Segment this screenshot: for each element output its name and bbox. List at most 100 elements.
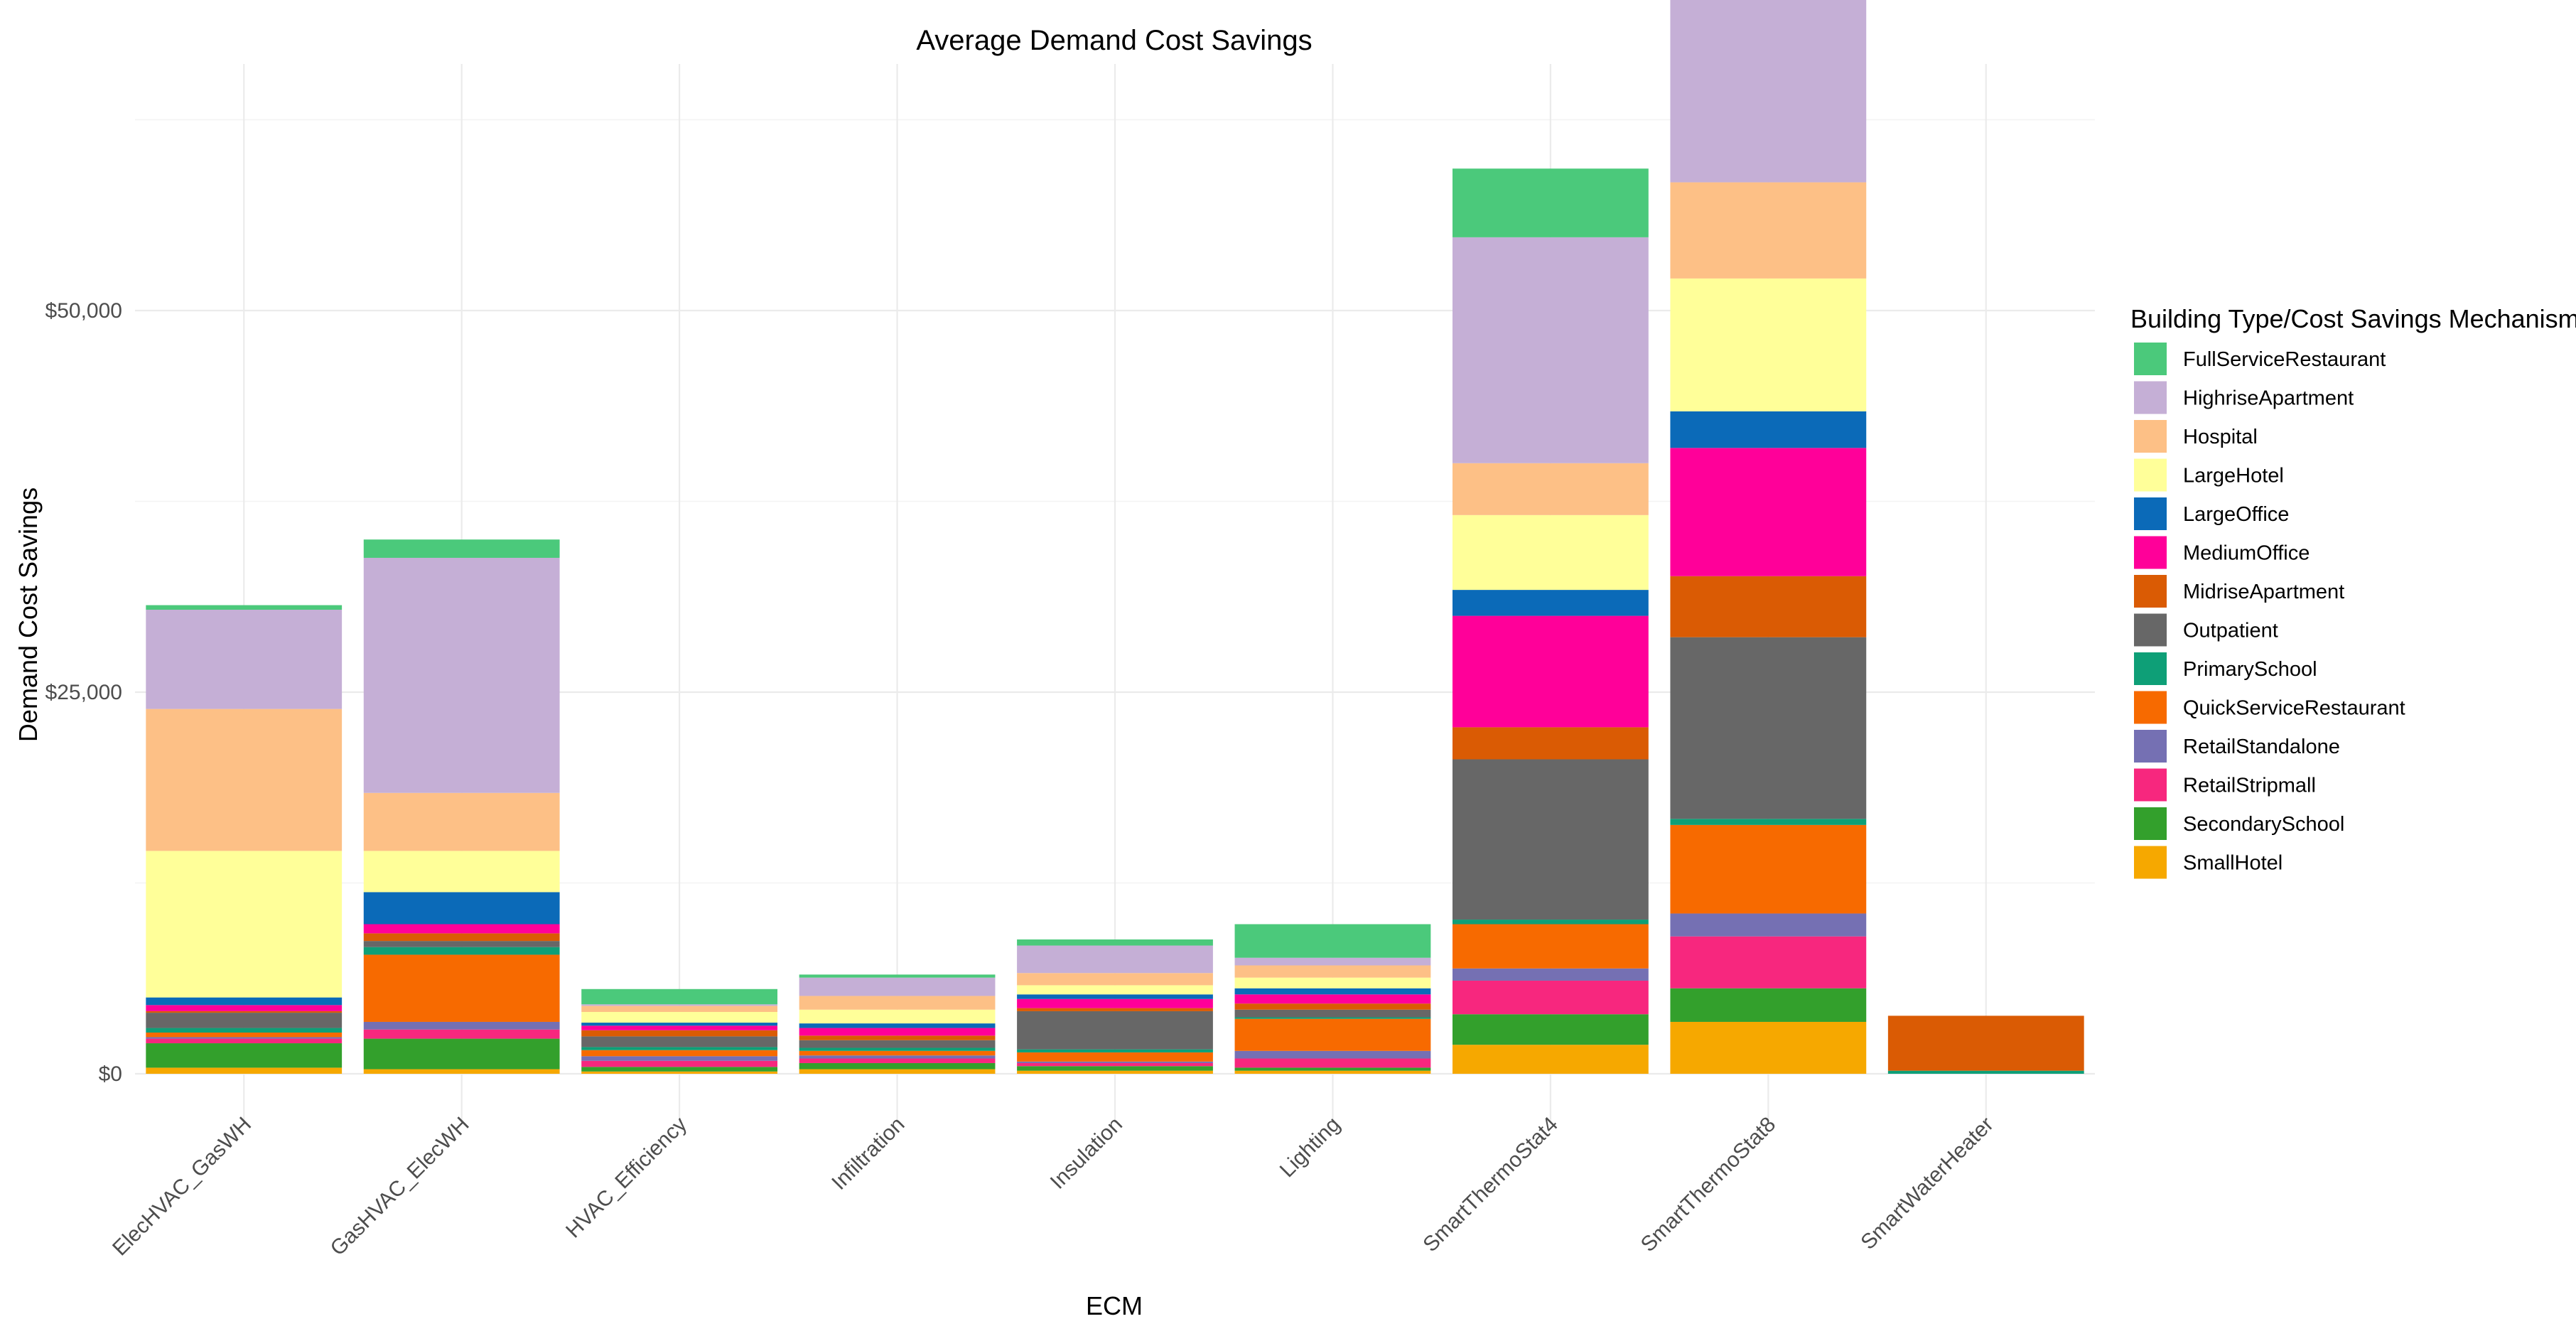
bar-segment-fullservicerestaurant bbox=[146, 605, 343, 610]
legend-label: Outpatient bbox=[2183, 620, 2278, 642]
bar-segment-outpatient bbox=[1452, 759, 1649, 920]
legend-label: SecondarySchool bbox=[2183, 813, 2344, 836]
legend-swatch bbox=[2134, 536, 2167, 569]
bar-segment-mediumoffice bbox=[146, 1005, 343, 1011]
legend-item-retailstandalone: RetailStandalone bbox=[2134, 730, 2340, 763]
bar-segment-midriseapartment bbox=[581, 1030, 778, 1037]
legend-label: SmallHotel bbox=[2183, 852, 2283, 875]
bar-segment-largeoffice bbox=[1017, 994, 1213, 999]
bar-segment-secondaryschool bbox=[1452, 1014, 1649, 1045]
bar-segment-outpatient bbox=[581, 1036, 778, 1047]
legend-label: LargeOffice bbox=[2183, 503, 2289, 526]
bar-segment-largeoffice bbox=[1452, 590, 1649, 616]
legend-label: RetailStripmall bbox=[2183, 775, 2316, 797]
bar-segment-secondaryschool bbox=[581, 1067, 778, 1072]
bar-segment-fullservicerestaurant bbox=[799, 974, 996, 978]
bar-segment-smallhotel bbox=[1017, 1070, 1213, 1074]
bar-segment-smallhotel bbox=[363, 1069, 560, 1074]
bar-segment-retailstripmall bbox=[799, 1058, 996, 1063]
bar-stack-gashvac-elecwh bbox=[363, 539, 560, 1074]
bar-segment-midriseapartment bbox=[1452, 727, 1649, 760]
legend-item-midriseapartment: MidriseApartment bbox=[2134, 575, 2344, 608]
legend-item-outpatient: Outpatient bbox=[2134, 613, 2278, 647]
bar-segment-outpatient bbox=[799, 1040, 996, 1048]
bar-segment-largehotel bbox=[146, 851, 343, 998]
bar-segment-hospital bbox=[363, 792, 560, 851]
legend-label: RetailStandalone bbox=[2183, 736, 2340, 758]
bar-segment-fullservicerestaurant bbox=[363, 539, 560, 558]
bar-segment-smallhotel bbox=[1670, 1021, 1867, 1074]
legend-swatch bbox=[2134, 458, 2167, 492]
bar-segment-midriseapartment bbox=[1670, 576, 1867, 637]
bar-stack-smartthermostat8 bbox=[1670, 0, 1867, 1074]
bar-segment-fullservicerestaurant bbox=[1452, 168, 1649, 237]
bar-segment-mediumoffice bbox=[1234, 994, 1431, 1004]
bar-segment-secondaryschool bbox=[799, 1062, 996, 1070]
bar-segment-mediumoffice bbox=[1452, 615, 1649, 728]
bar-segment-outpatient bbox=[363, 941, 560, 947]
legend-item-largehotel: LargeHotel bbox=[2134, 458, 2284, 492]
bar-segment-outpatient bbox=[1017, 1011, 1213, 1050]
legend-swatch bbox=[2134, 846, 2167, 879]
legend-swatch bbox=[2134, 497, 2167, 530]
x-tick-label: SmartThermoStat4 bbox=[1418, 1113, 1563, 1257]
bar-segment-largehotel bbox=[581, 1012, 778, 1023]
y-axis-ticks: $0$25,000$50,000$75,000 bbox=[45, 299, 122, 1086]
bar-segment-hospital bbox=[1452, 463, 1649, 515]
bar-segment-highriseapartment bbox=[799, 977, 996, 996]
bar-segment-fullservicerestaurant bbox=[1234, 924, 1431, 958]
x-tick-label: Infiltration bbox=[827, 1113, 909, 1195]
legend-item-largeoffice: LargeOffice bbox=[2134, 497, 2289, 530]
x-tick-label: HVAC_Efficiency bbox=[561, 1113, 691, 1243]
x-tick-label: ElecHVAC_GasWH bbox=[108, 1113, 256, 1261]
bar-segment-primaryschool bbox=[799, 1047, 996, 1051]
bar-stack-lighting bbox=[1234, 924, 1431, 1074]
legend-swatch bbox=[2134, 575, 2167, 608]
bar-segment-midriseapartment bbox=[1017, 1008, 1213, 1011]
legend-item-highriseapartment: HighriseApartment bbox=[2134, 381, 2354, 414]
legend-swatch bbox=[2134, 730, 2167, 763]
bar-segment-mediumoffice bbox=[581, 1025, 778, 1030]
bar-segment-smallhotel bbox=[1452, 1045, 1649, 1074]
bar-segment-quickservicerestaurant bbox=[1452, 924, 1649, 969]
legend-label: HighriseApartment bbox=[2183, 387, 2354, 410]
legend-label: QuickServiceRestaurant bbox=[2183, 697, 2405, 720]
bar-segment-smallhotel bbox=[1234, 1070, 1431, 1074]
legend-label: MediumOffice bbox=[2183, 542, 2310, 565]
bar-segment-retailstripmall bbox=[146, 1038, 343, 1044]
bar-segment-hospital bbox=[1234, 965, 1431, 978]
bar-segment-retailstandalone bbox=[1017, 1061, 1213, 1063]
legend-item-fullservicerestaurant: FullServiceRestaurant bbox=[2134, 343, 2386, 375]
bar-segment-largehotel bbox=[1234, 977, 1431, 988]
bar-segment-largeoffice bbox=[799, 1023, 996, 1028]
legend-swatch bbox=[2134, 420, 2167, 453]
bar-segment-hospital bbox=[146, 709, 343, 851]
y-axis-title: Demand Cost Savings bbox=[14, 487, 43, 742]
bar-segment-quickservicerestaurant bbox=[1670, 824, 1867, 914]
legend-title: Building Type/Cost Savings Mechanism bbox=[2130, 304, 2576, 333]
bar-segment-secondaryschool bbox=[1234, 1067, 1431, 1071]
bar-segment-retailstripmall bbox=[1017, 1062, 1213, 1067]
x-tick-label: GasHVAC_ElecWH bbox=[326, 1113, 474, 1261]
legend-swatch bbox=[2134, 343, 2167, 375]
x-tick-label: SmartWaterHeater bbox=[1856, 1113, 1998, 1254]
bar-segment-quickservicerestaurant bbox=[146, 1033, 343, 1038]
legend-label: Hospital bbox=[2183, 426, 2258, 448]
bar-segment-primaryschool bbox=[1234, 1017, 1431, 1019]
legend-item-mediumoffice: MediumOffice bbox=[2134, 536, 2310, 569]
legend-swatch bbox=[2134, 768, 2167, 802]
legend-label: PrimarySchool bbox=[2183, 658, 2317, 681]
bar-segment-outpatient bbox=[1234, 1009, 1431, 1018]
bar-segment-primaryschool bbox=[146, 1028, 343, 1033]
bar-stack-infiltration bbox=[799, 974, 996, 1074]
bar-segment-largeoffice bbox=[363, 892, 560, 925]
legend-label: LargeHotel bbox=[2183, 465, 2284, 487]
x-axis-title: ECM bbox=[1086, 1291, 1143, 1320]
bar-segment-highriseapartment bbox=[1017, 945, 1213, 974]
bar-segment-largeoffice bbox=[581, 1023, 778, 1026]
x-axis-ticks: ElecHVAC_GasWH GasHVAC_ElecWH HVAC_Efficie… bbox=[108, 1113, 1998, 1261]
bar-segment-quickservicerestaurant bbox=[363, 954, 560, 1022]
bar-segment-highriseapartment bbox=[581, 1004, 778, 1006]
bar-segment-highriseapartment bbox=[146, 610, 343, 709]
bar-segment-retailstripmall bbox=[1670, 936, 1867, 988]
